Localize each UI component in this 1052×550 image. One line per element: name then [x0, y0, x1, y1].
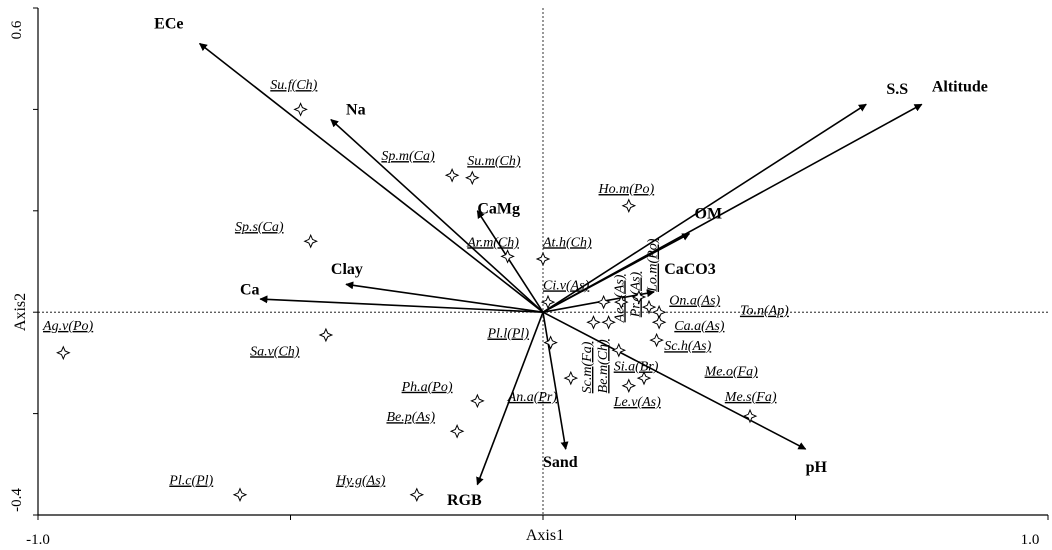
vector-label-om: OM — [695, 205, 723, 222]
species-point-sc-m-fa- — [586, 315, 601, 330]
species-label-sc-m-fa-: Sc.m(Fa) — [580, 341, 595, 393]
vector-na — [330, 118, 544, 313]
x-tick-label: -1.0 — [26, 532, 50, 548]
species-point-be-p-as- — [449, 424, 465, 439]
species-label-ci-v-as-: Ci.v(As) — [543, 278, 590, 293]
vector-ece — [198, 42, 544, 313]
species-label-pr-c-as-: Pr.c(As) — [628, 271, 643, 318]
species-label-lo-m-po-: Lo.m(Po) — [646, 238, 661, 293]
species-label-be-m-ch-: Be.m(Ch) — [596, 339, 611, 393]
species-point-an-a-pr- — [563, 370, 579, 386]
species-point-ph-a-po- — [470, 393, 485, 409]
species-label-me-s-fa-: Me.s(Fa) — [724, 390, 777, 405]
vector-label-altitude: Altitude — [932, 79, 988, 96]
species-point-sp-s-ca- — [303, 233, 318, 249]
species-label-le-v-as-: Le.v(As) — [613, 395, 661, 410]
vector-camg — [476, 210, 544, 313]
vector-label-sand: Sand — [543, 454, 578, 471]
environment-vectors: ECe Na CaMg Clay Ca S.S Altitude OM CaCO3 pH Sand R… — [154, 15, 988, 509]
species-label-me-o-fa-: Me.o(Fa) — [704, 365, 759, 380]
vector-label-caco3: CaCO3 — [664, 261, 716, 278]
vector-ph — [542, 311, 807, 450]
vector-label-camg: CaMg — [477, 200, 520, 217]
species-point-sp-m-ca- — [444, 168, 460, 183]
species-points: Su.f(Ch) Sp.m(Ca) Su.m(Ch) Sp.s(Ca) Ar.m(Ch)… — [42, 78, 789, 502]
species-point-ci-v-as- — [540, 294, 556, 310]
species-label-pl-c-pl-: Pl.c(Pl) — [168, 474, 213, 489]
species-label-sp-s-ca-: Sp.s(Ca) — [235, 220, 284, 235]
vector-om — [542, 232, 691, 313]
axis-ticks: -1.0 1.0 -0.4 0.6 — [9, 7, 1049, 548]
vector-clay — [345, 281, 544, 313]
species-point-si-a-br- — [611, 342, 627, 358]
species-label-pl-l-pl-: Pl.l(Pl) — [486, 327, 529, 342]
species-point-su-m-ch- — [465, 170, 480, 186]
species-point-su-f-ch- — [293, 102, 308, 117]
species-point-on-a-as- — [641, 299, 657, 315]
species-label-at-h-ch-: At.h(Ch) — [542, 235, 592, 250]
vector-label-clay: Clay — [331, 261, 363, 278]
species-label-hy-g-as-: Hy.g(As) — [335, 474, 386, 489]
species-label-be-p-as-: Be.p(As) — [386, 410, 435, 425]
species-point-me-o-fa- — [636, 370, 652, 386]
species-point-ag-v-po- — [56, 345, 71, 361]
species-label-su-f-ch-: Su.f(Ch) — [270, 78, 317, 93]
species-point-ho-m-po- — [621, 198, 637, 213]
vector-s-s — [542, 103, 867, 313]
species-point-ca-a-as- — [651, 314, 667, 330]
species-label-ca-a-as-: Ca.a(As) — [674, 319, 725, 334]
species-label-ph-a-po-: Ph.a(Po) — [401, 380, 453, 395]
species-point-pl-l-pl- — [543, 335, 558, 350]
species-point-sc-h-as- — [649, 332, 664, 348]
species-label-si-a-br-: Si.a(Br) — [614, 360, 659, 375]
species-label-to-n-ap-: To.n(Ap) — [740, 304, 789, 319]
y-axis-title: Axis2 — [12, 293, 29, 331]
vector-sand — [542, 312, 569, 450]
species-point-le-v-as- — [621, 378, 637, 393]
vector-rgb — [476, 311, 544, 486]
species-point-at-h-ch- — [535, 251, 551, 267]
vector-label-rgb: RGB — [447, 492, 482, 509]
vector-label-ece: ECe — [154, 15, 183, 32]
vector-label-na: Na — [346, 101, 366, 118]
y-tick-label: -0.4 — [9, 488, 25, 512]
species-label-an-a-pr-: An.a(Pr) — [507, 390, 558, 405]
species-point-be-m-ch- — [601, 314, 616, 330]
species-point-lo-m-po- — [631, 289, 647, 305]
y-tick-label: 0.6 — [9, 20, 25, 39]
vector-label-ph: pH — [806, 459, 828, 476]
species-label-sp-m-ca-: Sp.m(Ca) — [381, 149, 435, 164]
species-point-me-s-fa- — [742, 408, 758, 424]
species-label-on-a-as-: On.a(As) — [669, 294, 720, 309]
species-label-ar-m-ch-: Ar.m(Ch) — [466, 235, 519, 250]
vector-label-ca: Ca — [240, 281, 260, 298]
vector-ca — [259, 295, 544, 313]
vector-label-s-s: S.S — [886, 81, 908, 98]
species-point-sa-v-ch- — [318, 327, 334, 343]
species-label-sa-v-ch-: Sa.v(Ch) — [250, 344, 300, 359]
species-label-ag-v-po-: Ag.v(Po) — [42, 319, 93, 334]
x-tick-label: 1.0 — [1021, 532, 1040, 548]
species-point-pl-c-pl- — [232, 487, 248, 502]
species-label-su-m-ch-: Su.m(Ch) — [467, 154, 521, 169]
species-label-sc-h-as-: Sc.h(As) — [664, 339, 711, 354]
species-label-ho-m-po-: Ho.m(Po) — [598, 182, 655, 197]
x-axis-title: Axis1 — [526, 527, 564, 544]
species-point-ae-v-as- — [596, 294, 611, 310]
species-point-hy-g-as- — [409, 487, 425, 502]
species-point-pr-c-as- — [614, 294, 629, 310]
species-point-ar-m-ch- — [500, 249, 515, 264]
